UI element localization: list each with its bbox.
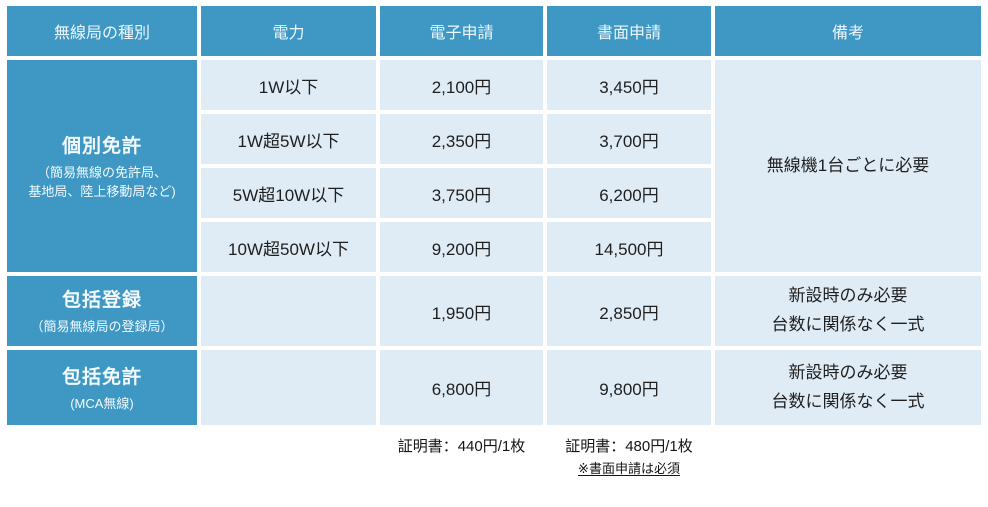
- power-cell: 1W超5W以下: [201, 114, 376, 164]
- header-remarks: 備考: [715, 6, 981, 56]
- electronic-fee-cell: 6,800円: [380, 350, 543, 425]
- power-cell: 1W以下: [201, 60, 376, 110]
- remarks-cell: 無線機1台ごとに必要: [715, 60, 981, 272]
- paper-fee-cell: 2,850円: [547, 276, 711, 346]
- certificate-note-paper: 証明書：480円/1枚 ※書面申請は必須: [547, 429, 711, 477]
- header-power: 電力: [201, 6, 376, 56]
- power-cell: 5W超10W以下: [201, 168, 376, 218]
- certificate-note-paper-text: 証明書：480円/1枚: [565, 438, 693, 455]
- remarks-cell: 新設時のみ必要 台数に関係なく一式: [715, 276, 981, 346]
- paper-fee-cell: 6,200円: [547, 168, 711, 218]
- group-title: 包括登録: [61, 290, 142, 312]
- header-paper: 書面申請: [547, 6, 711, 56]
- power-cell: 10W超50W以下: [201, 222, 376, 272]
- header-electronic: 電子申請: [380, 6, 543, 56]
- group-title: 包括免許: [61, 366, 142, 388]
- electronic-fee-cell: 3,750円: [380, 168, 543, 218]
- paper-fee-cell: 14,500円: [547, 222, 711, 272]
- electronic-fee-cell: 1,950円: [380, 276, 543, 346]
- power-cell: [201, 350, 376, 425]
- footer-empty: [201, 429, 376, 477]
- header-row: 無線局の種別 電力 電子申請 書面申請 備考: [7, 6, 981, 56]
- group-subtitle: （簡易無線局の登録局）: [30, 319, 174, 335]
- table-row: 個別免許 （簡易無線の免許局、 基地局、陸上移動局など) 1W以下 2,100円…: [7, 60, 981, 272]
- table-row: 1W超5W以下 2,350円 3,700円: [7, 114, 981, 164]
- electronic-fee-cell: 2,100円: [380, 60, 543, 110]
- radio-license-fee-table: 無線局の種別 電力 電子申請 書面申請 備考 個別免許 （簡易無線の免許局、 基…: [3, 2, 985, 481]
- group-label-individual-license: 個別免許 （簡易無線の免許局、 基地局、陸上移動局など): [7, 60, 197, 272]
- paper-fee-cell: 9,800円: [547, 350, 711, 425]
- group-label-comprehensive-license: 包括免許 (MCA無線): [7, 350, 197, 425]
- certificate-note-electronic: 証明書：440円/1枚: [397, 438, 526, 455]
- remarks-cell: 新設時のみ必要 台数に関係なく一式: [715, 350, 981, 425]
- table-row: 5W超10W以下 3,750円 6,200円: [7, 168, 981, 218]
- group-label-comprehensive-registration: 包括登録 （簡易無線局の登録局）: [7, 276, 197, 346]
- footer-empty: [7, 429, 197, 477]
- electronic-fee-cell: 2,350円: [380, 114, 543, 164]
- table-row: 10W超50W以下 9,200円 14,500円: [7, 222, 981, 272]
- table-row: 包括登録 （簡易無線局の登録局） 1,950円 2,850円 新設時のみ必要 台…: [7, 276, 981, 346]
- footer-empty: [715, 429, 981, 477]
- group-subtitle: （簡易無線の免許局、 基地局、陸上移動局など): [28, 164, 176, 200]
- table-row: 包括免許 (MCA無線) 6,800円 9,800円 新設時のみ必要 台数に関係…: [7, 350, 981, 425]
- footer-notes-row: 証明書：440円/1枚 証明書：480円/1枚 ※書面申請は必須: [7, 429, 981, 477]
- paper-fee-cell: 3,700円: [547, 114, 711, 164]
- header-station-type: 無線局の種別: [7, 6, 197, 56]
- power-cell: [201, 276, 376, 346]
- electronic-fee-cell: 9,200円: [380, 222, 543, 272]
- paper-required-note: ※書面申請は必須: [578, 461, 680, 476]
- paper-fee-cell: 3,450円: [547, 60, 711, 110]
- group-title: 個別免許: [61, 135, 142, 157]
- group-subtitle: (MCA無線): [70, 395, 134, 411]
